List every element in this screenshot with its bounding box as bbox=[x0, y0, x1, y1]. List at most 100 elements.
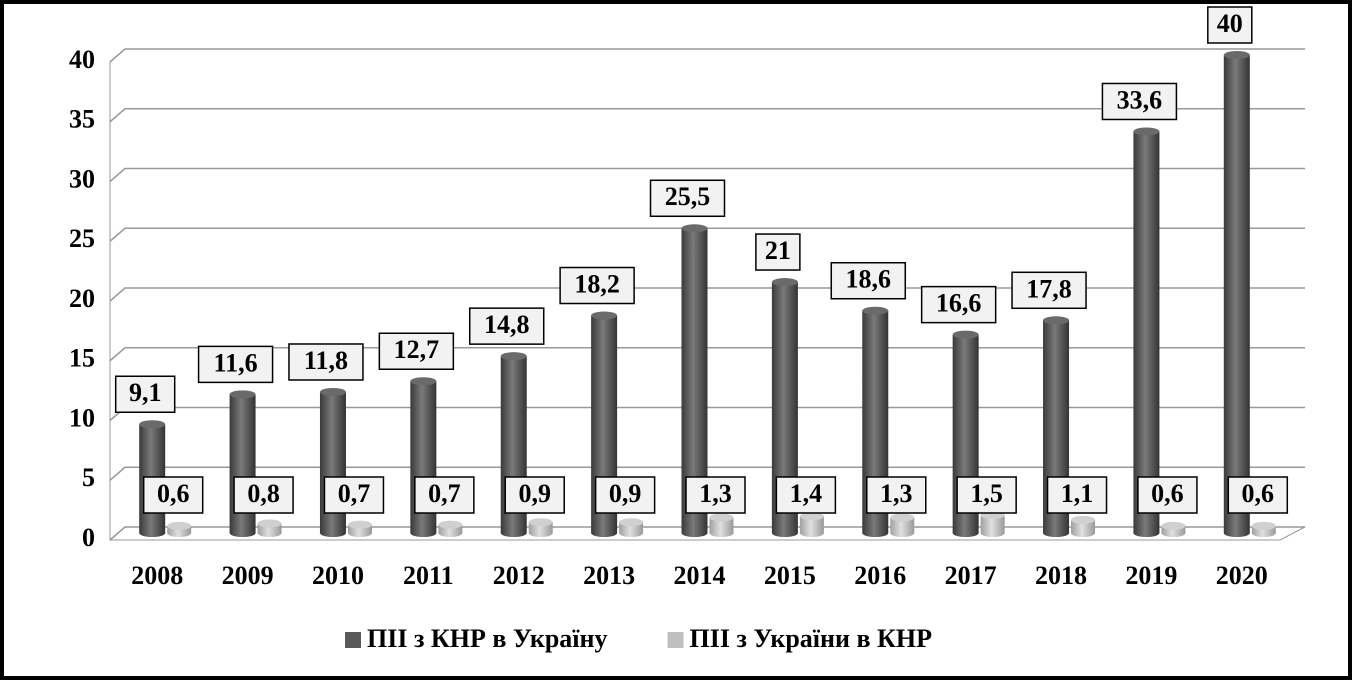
bar-bottom bbox=[1071, 529, 1096, 537]
data-label-box bbox=[1227, 476, 1289, 514]
data-label-box bbox=[1046, 476, 1108, 514]
data-label: 1,4 bbox=[790, 479, 823, 508]
data-label: 11,8 bbox=[304, 346, 348, 375]
data-label-box bbox=[142, 476, 204, 514]
bar-bottom bbox=[410, 529, 437, 537]
bar bbox=[438, 524, 463, 533]
bar bbox=[1133, 131, 1160, 534]
bar-top bbox=[681, 224, 708, 233]
grid-line bbox=[109, 287, 1305, 302]
data-label-box bbox=[414, 476, 475, 514]
data-label: 0,6 bbox=[1242, 479, 1275, 508]
y-tick-label: 40 bbox=[69, 45, 95, 74]
x-tick-label: 2018 bbox=[1035, 561, 1087, 590]
bar bbox=[980, 515, 1005, 533]
data-label: 9,1 bbox=[129, 378, 162, 407]
data-label-box bbox=[775, 476, 837, 514]
data-label-box bbox=[649, 179, 726, 218]
bar-top bbox=[438, 520, 463, 529]
x-tick-label: 2008 bbox=[131, 561, 183, 590]
data-label: 0,7 bbox=[428, 479, 461, 508]
legend-swatch bbox=[667, 632, 684, 648]
data-label: 18,2 bbox=[574, 269, 620, 298]
data-label-box bbox=[1011, 271, 1087, 310]
bar-top bbox=[347, 520, 372, 529]
x-tick-label: 2011 bbox=[403, 561, 454, 590]
bar-bottom bbox=[500, 529, 527, 537]
data-label: 1,5 bbox=[970, 479, 1003, 508]
grid-line bbox=[109, 466, 1305, 481]
bar-bottom bbox=[591, 529, 618, 537]
x-tick-label: 2017 bbox=[945, 561, 997, 590]
bar-top bbox=[410, 377, 437, 386]
bar-top bbox=[1071, 515, 1096, 524]
bar-bottom bbox=[1161, 529, 1186, 537]
data-label-box bbox=[1207, 6, 1253, 44]
y-tick-label: 10 bbox=[69, 403, 95, 432]
bar-top bbox=[1161, 521, 1186, 530]
x-tick-label: 2015 bbox=[764, 561, 816, 590]
bar-bottom bbox=[771, 529, 798, 537]
bar-top bbox=[591, 311, 618, 320]
bar bbox=[347, 524, 372, 533]
data-label-box bbox=[956, 476, 1017, 514]
data-label: 33,6 bbox=[1117, 85, 1163, 114]
data-label-box bbox=[233, 476, 294, 514]
bar bbox=[619, 522, 644, 533]
y-tick-label: 20 bbox=[69, 284, 95, 313]
x-tick-label: 2016 bbox=[854, 561, 906, 590]
bar-bottom bbox=[862, 529, 889, 537]
grid-line bbox=[109, 108, 1305, 123]
bar bbox=[799, 516, 824, 533]
x-tick-label: 2013 bbox=[583, 561, 635, 590]
bar-top bbox=[229, 390, 256, 399]
bar-bottom bbox=[1043, 529, 1070, 537]
data-label-box bbox=[323, 476, 385, 514]
bar-top bbox=[1223, 51, 1250, 59]
grid-line bbox=[109, 48, 1305, 63]
bar-bottom bbox=[438, 529, 463, 537]
bar-top bbox=[1133, 127, 1160, 136]
bar-bottom bbox=[980, 529, 1005, 537]
grid-line bbox=[109, 347, 1305, 362]
y-tick-label: 35 bbox=[69, 105, 95, 134]
data-label: 18,6 bbox=[846, 265, 892, 294]
bar bbox=[709, 517, 734, 533]
bar-top bbox=[890, 513, 915, 522]
data-label: 17,8 bbox=[1026, 274, 1072, 303]
bar-bottom bbox=[139, 529, 166, 537]
bar-top bbox=[862, 306, 889, 315]
data-label: 14,8 bbox=[484, 310, 530, 339]
grid-line bbox=[109, 167, 1305, 183]
bar bbox=[890, 517, 915, 533]
x-tick-label: 2019 bbox=[1125, 561, 1177, 590]
bar-top bbox=[528, 518, 553, 527]
data-label: 11,6 bbox=[214, 348, 258, 377]
data-label-box bbox=[468, 307, 545, 345]
data-label-box bbox=[1101, 82, 1178, 121]
data-label: 0,8 bbox=[247, 479, 280, 508]
data-label: 0,9 bbox=[609, 479, 642, 508]
y-tick-label: 0 bbox=[82, 523, 95, 552]
data-label: 0,9 bbox=[518, 479, 551, 508]
data-label-box bbox=[594, 476, 656, 514]
data-label: 12,7 bbox=[394, 335, 440, 364]
x-tick-label: 2009 bbox=[222, 561, 274, 590]
bar-bottom bbox=[347, 529, 372, 537]
data-label-box bbox=[920, 285, 997, 324]
data-label-box bbox=[378, 332, 455, 370]
bar-bottom bbox=[1251, 529, 1276, 537]
bar-top bbox=[709, 513, 734, 522]
x-tick-label: 2012 bbox=[493, 561, 545, 590]
bar bbox=[528, 522, 553, 533]
data-label-box bbox=[288, 343, 364, 381]
legend-label: ПІІ з України в КНР bbox=[690, 624, 933, 653]
data-label-box bbox=[830, 261, 907, 300]
legend-swatch bbox=[345, 632, 361, 648]
y-tick-label: 30 bbox=[69, 164, 95, 193]
bar-top bbox=[799, 512, 824, 521]
data-label: 40 bbox=[1217, 9, 1243, 38]
x-tick-label: 2010 bbox=[312, 561, 364, 590]
bar-bottom bbox=[1133, 529, 1160, 537]
data-label: 0,6 bbox=[157, 479, 190, 508]
